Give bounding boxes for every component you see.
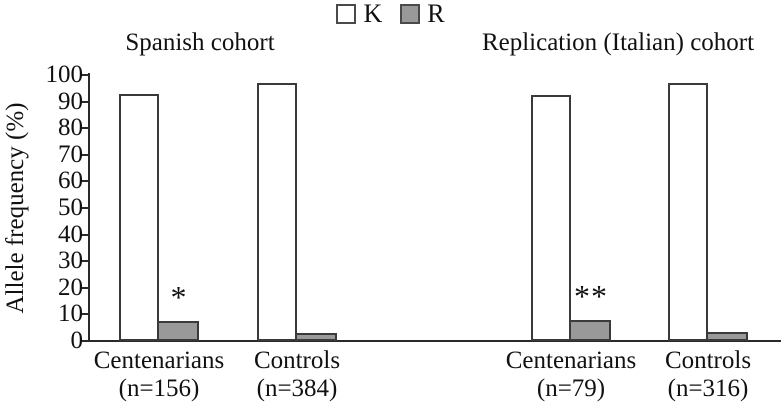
y-tick (81, 100, 89, 103)
x-axis-group-label: Controls (n=384) (187, 347, 407, 403)
y-tick-label: 10 (58, 300, 83, 328)
y-tick-label: 50 (58, 194, 83, 221)
x-axis-group-label: Centenarians (n=79) (461, 347, 681, 403)
legend-item-k: K (336, 1, 382, 27)
y-tick-label: 30 (58, 247, 83, 275)
group-n-count: (n=156) (118, 375, 200, 402)
group-name: Centenarians (505, 347, 637, 374)
cohort-title-italian: Replication (Italian) cohort (481, 29, 755, 56)
group-n-count: (n=384) (256, 375, 338, 402)
y-tick-label: 70 (58, 140, 83, 168)
bar-r-controls-3 (708, 331, 748, 341)
legend-swatch-r-icon (400, 4, 421, 24)
y-tick (81, 260, 89, 263)
group-n-count: (n=79) (536, 375, 606, 402)
y-tick (81, 313, 89, 316)
y-tick (81, 340, 89, 342)
y-tick (81, 127, 89, 130)
bar-r-centenarians-0 (159, 321, 199, 341)
y-tick-label: 40 (58, 220, 83, 248)
x-axis-group-label: Centenarians (n=156) (49, 347, 269, 403)
legend-item-r: R (400, 0, 445, 28)
group-n-count: (n=316) (667, 375, 749, 402)
y-tick (81, 207, 89, 209)
group-name: Centenarians (93, 347, 225, 374)
y-tick-label: 20 (58, 273, 83, 301)
y-tick (81, 153, 89, 156)
y-tick (81, 180, 89, 183)
y-tick (81, 233, 89, 236)
y-axis-line (88, 73, 90, 342)
y-tick-label: 90 (58, 87, 83, 115)
x-axis-line (88, 340, 781, 342)
legend-label-r: R (427, 0, 445, 28)
cohort-title-spanish: Spanish cohort (125, 29, 275, 56)
y-tick-label: 0 (70, 327, 84, 354)
y-tick-label: 80 (58, 114, 83, 142)
y-tick-label: 100 (45, 61, 84, 88)
bar-r-centenarians-2 (571, 319, 611, 341)
legend-swatch-k-icon (336, 4, 357, 24)
bar-r-controls-1 (297, 333, 337, 341)
y-tick-label: 60 (58, 167, 83, 195)
group-name: Controls (253, 347, 341, 374)
bar-k-controls-3 (668, 82, 708, 341)
bar-k-controls-1 (257, 82, 297, 341)
bar-k-centenarians-0 (119, 93, 159, 341)
x-axis-group-label: Controls (n=316) (598, 347, 781, 403)
bar-k-centenarians-2 (531, 94, 571, 341)
group-name: Controls (664, 347, 752, 374)
significance-asterisk: * (170, 279, 188, 316)
chart-legend: K R (0, 1, 781, 27)
significance-asterisk: ** (574, 277, 608, 314)
y-tick (81, 74, 89, 76)
y-tick (81, 286, 89, 289)
legend-label-k: K (363, 0, 383, 28)
